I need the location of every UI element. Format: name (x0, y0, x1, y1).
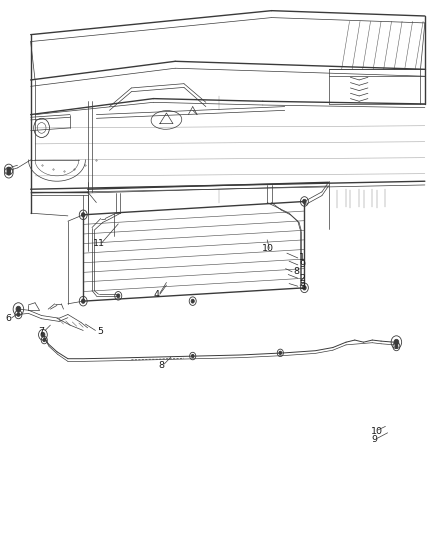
Text: 6: 6 (5, 314, 11, 323)
Circle shape (81, 299, 85, 303)
Text: 9: 9 (371, 435, 377, 443)
Text: 9: 9 (299, 261, 305, 269)
Text: 10: 10 (262, 244, 274, 253)
Circle shape (394, 340, 399, 345)
Circle shape (16, 306, 21, 312)
Text: 10: 10 (371, 427, 383, 436)
Circle shape (395, 344, 398, 349)
Circle shape (7, 170, 11, 175)
Circle shape (81, 213, 85, 217)
Text: 3: 3 (299, 282, 305, 290)
Circle shape (191, 299, 194, 303)
Circle shape (303, 286, 306, 290)
Text: 5: 5 (97, 327, 103, 336)
Text: 7: 7 (39, 327, 45, 336)
Text: 2: 2 (299, 274, 305, 282)
Circle shape (303, 199, 306, 204)
Circle shape (117, 294, 120, 298)
Circle shape (7, 167, 11, 172)
Circle shape (43, 338, 46, 342)
Text: 1: 1 (299, 254, 305, 262)
Circle shape (41, 333, 45, 337)
Text: 4: 4 (153, 290, 159, 299)
Text: 8: 8 (159, 361, 165, 369)
Circle shape (279, 351, 282, 354)
Text: 8: 8 (293, 268, 300, 276)
Text: 11: 11 (93, 239, 105, 248)
Circle shape (191, 354, 194, 358)
Circle shape (17, 312, 20, 317)
